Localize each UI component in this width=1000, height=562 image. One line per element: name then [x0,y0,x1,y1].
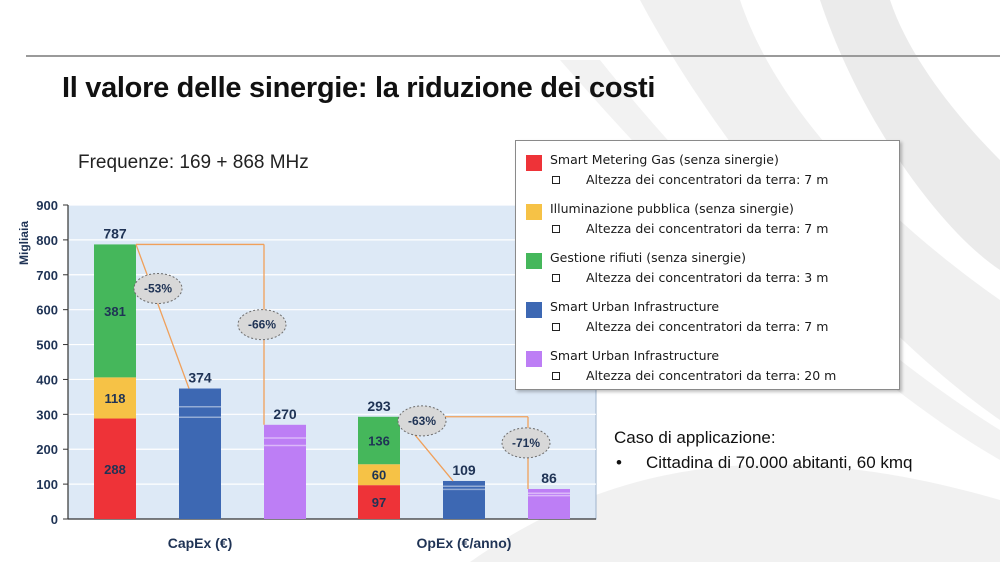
legend-label: Smart Urban Infrastructure [550,299,720,314]
checkbox-bullet-icon [552,372,560,380]
reduction-bubble [133,272,183,304]
data-label: 60 [372,468,386,483]
legend-detail: Altezza dei concentratori da terra: 20 m [586,368,837,383]
bar-segment [94,244,136,378]
bar-segment [358,464,400,486]
legend-detail: Altezza dei concentratori da terra: 3 m [586,270,829,285]
checkbox-bullet-icon [552,274,560,282]
bullet-point: • [616,453,622,472]
case-study-text: Cittadina di 70.000 abitanti, 60 kmq [646,453,913,472]
reduction-label: -71% [512,436,540,450]
data-label: 118 [105,391,126,406]
legend-detail: Altezza dei concentratori da terra: 7 m [586,221,829,236]
legend-swatch [526,155,542,171]
reduction-label: -66% [248,318,276,332]
legend-label: Gestione rifiuti (senza sinergie) [550,250,746,265]
reduction-bubble [397,405,447,437]
connector-line [135,244,190,389]
bar-segment [179,388,221,519]
y-tick-label: 700 [36,268,58,283]
legend-label: Illuminazione pubblica (senza sinergie) [550,201,794,216]
legend-label: Smart Metering Gas (senza sinergie) [550,152,779,167]
total-label: 787 [103,225,127,241]
x-category-label: OpEx (€/anno) [417,535,512,551]
reduction-bubble [237,309,287,341]
y-tick-label: 400 [36,372,58,387]
top-divider [26,55,1000,57]
bar-segment [528,488,570,519]
data-label: 288 [104,462,126,477]
y-tick-label: 900 [36,198,58,213]
total-label: 270 [273,406,297,422]
legend-swatch [526,204,542,220]
y-tick-label: 200 [36,442,58,457]
y-tick-label: 100 [36,477,58,492]
legend-detail: Altezza dei concentratori da terra: 7 m [586,172,829,187]
data-label: 136 [368,434,390,449]
bar-segment [264,424,306,519]
y-tick-label: 0 [51,512,58,527]
y-tick-label: 600 [36,303,58,318]
y-tick-label: 800 [36,233,58,248]
total-label: 293 [367,398,391,414]
legend-detail: Altezza dei concentratori da terra: 7 m [586,319,829,334]
bar-segment [358,416,400,465]
checkbox-bullet-icon [552,323,560,331]
legend-label: Smart Urban Infrastructure [550,348,720,363]
case-study-title: Caso di applicazione: [614,428,776,447]
slide-title: Il valore delle sinergie: la riduzione d… [62,72,656,104]
bar-segment [358,485,400,519]
data-label: 97 [372,495,386,510]
total-label: 374 [188,370,212,386]
total-label: 86 [541,470,557,486]
legend-swatch [526,253,542,269]
y-axis-label: Migliaia [17,221,31,265]
bar-segment [443,480,485,519]
legend-swatch [526,351,542,367]
reduction-bubble [501,427,551,459]
checkbox-bullet-icon [552,176,560,184]
chart-legend: Smart Metering Gas (senza sinergie) Alte… [515,140,900,390]
checkbox-bullet-icon [552,225,560,233]
x-category-label: CapEx (€) [168,535,233,551]
data-label: 381 [104,304,126,319]
y-tick-label: 300 [36,407,58,422]
bar-segment [94,418,136,519]
reduction-label: -63% [408,414,436,428]
y-tick-label: 500 [36,338,58,353]
frequency-label: Frequenze: 169 + 868 MHz [78,152,309,173]
legend-swatch [526,302,542,318]
reduction-label: -53% [144,281,172,295]
bar-segment [94,377,136,419]
total-label: 109 [452,462,476,478]
